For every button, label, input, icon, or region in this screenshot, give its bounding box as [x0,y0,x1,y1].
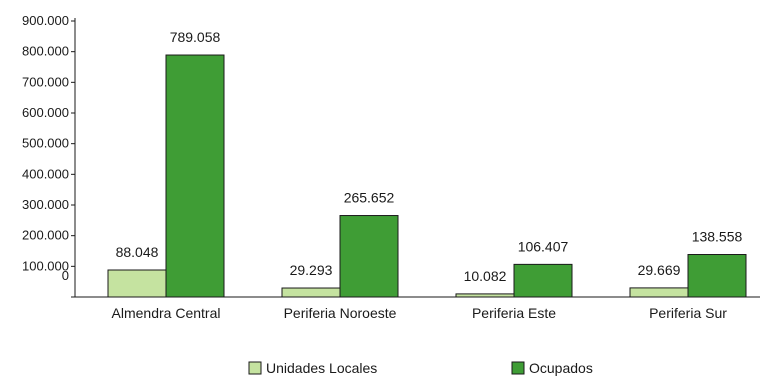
y-tick-label: 0 [62,268,69,283]
bar-ocupados [339,215,399,298]
bar-unidades-locales [455,293,515,298]
bar-unidades-locales [107,269,167,298]
y-tick-label: 100.000 [22,258,69,273]
data-label: 789.058 [170,29,221,45]
data-label: 265.652 [344,190,395,206]
legend-swatch [511,361,525,375]
data-label: 10.082 [464,268,507,284]
y-tick-label: 500.000 [22,136,69,151]
legend-label: Ocupados [529,360,593,376]
bar-unidades-locales [281,287,341,298]
y-tick-label: 800.000 [22,44,69,59]
y-tick-label: 600.000 [22,105,69,120]
y-tick-label: 700.000 [22,74,69,89]
legend-label: Unidades Locales [266,360,377,376]
data-label: 88.048 [116,244,159,260]
x-category-label: Periferia Sur [649,305,727,321]
y-tick-label: 200.000 [22,228,69,243]
category-labels: Almendra Central Periferia Noroeste Perife… [112,305,728,321]
data-label: 138.558 [692,229,743,245]
bar-ocupados [513,263,573,298]
x-category-label: Periferia Noroeste [284,305,397,321]
x-category-label: Periferia Este [472,305,556,321]
y-tick-label: 400.000 [22,166,69,181]
legend: Unidades Locales Ocupados [248,360,593,376]
bar-unidades-locales [629,287,689,298]
y-tick-label: 900.000 [22,13,69,28]
data-label: 29.293 [290,262,333,278]
bar-ocupados [165,54,225,298]
bar-ocupados [687,254,747,298]
bars-group: 88.048 789.058 29.293 265.652 10.082 106.407 2… [107,29,747,298]
data-label: 29.669 [638,262,681,278]
data-label: 106.407 [518,238,569,254]
x-category-label: Almendra Central [112,305,221,321]
legend-swatch [248,361,262,375]
y-tick-label: 300.000 [22,197,69,212]
